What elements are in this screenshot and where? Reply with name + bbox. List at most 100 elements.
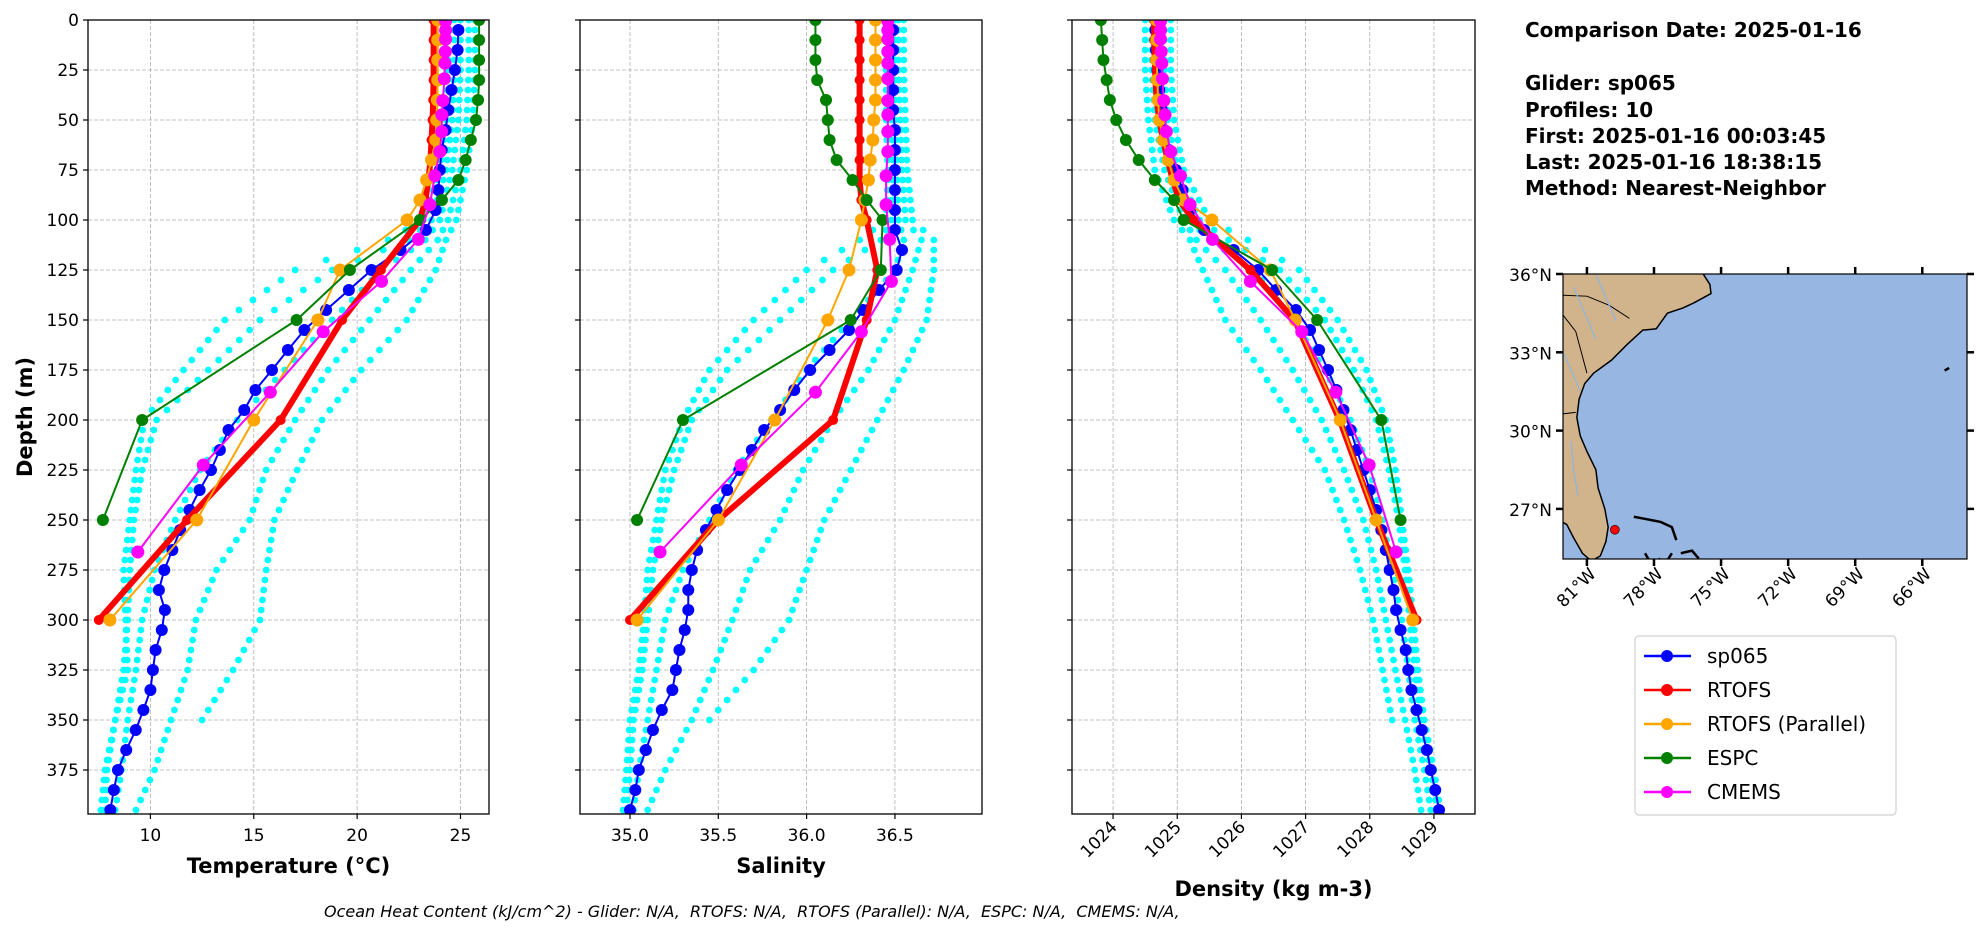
lon-tick-label: 72°W (1754, 564, 1801, 611)
glider-profile-point (1424, 786, 1431, 794)
glider-profile-point (135, 446, 143, 454)
series-point (1289, 304, 1302, 316)
glider-profile-point (899, 176, 907, 184)
series-point (182, 515, 193, 525)
series-point (653, 545, 667, 559)
glider-profile-point (901, 106, 909, 114)
glider-profile-point (141, 786, 149, 794)
glider-profile-point (1369, 616, 1377, 624)
glider-profile-point (717, 646, 725, 654)
glider-profile-point (1352, 496, 1360, 504)
series-point (1157, 94, 1171, 108)
glider-profile-point (808, 286, 816, 294)
glider-profile-point (915, 246, 922, 254)
glider-profile-point (1388, 716, 1396, 724)
glider-profile-point (318, 376, 325, 384)
series-point (830, 154, 843, 166)
glider-profile-point (171, 516, 179, 524)
glider-profile-point (1384, 696, 1392, 704)
series-point (890, 264, 903, 276)
glider-profile-point (385, 336, 392, 344)
glider-profile-point (123, 726, 130, 734)
glider-profile-point (688, 416, 696, 424)
glider-profile-point (1186, 226, 1194, 234)
glider-profile-point (459, 186, 466, 194)
glider-profile-point (895, 216, 902, 224)
glider-profile-point (654, 506, 662, 514)
glider-profile-point (1295, 266, 1303, 274)
glider-profile-point (1424, 736, 1432, 744)
x-tick-label: 36.0 (788, 826, 826, 846)
glider-profile-point (1168, 136, 1175, 144)
series-point (103, 613, 117, 627)
series-point (811, 74, 824, 86)
glider-profile-point (1367, 546, 1375, 554)
glider-profile-point (625, 776, 633, 784)
legend-marker (1661, 752, 1673, 764)
glider-profile-point (132, 506, 139, 514)
glider-profile-point (1162, 196, 1170, 204)
series-point (1183, 198, 1197, 212)
glider-profile-point (465, 36, 473, 44)
legend-item: CMEMS (1644, 780, 1781, 804)
series-point (136, 414, 149, 426)
glider-profile-point (223, 676, 231, 684)
glider-profile-point (1169, 106, 1177, 114)
series-point (854, 155, 865, 165)
glider-profile-point (1318, 296, 1326, 304)
glider-profile-point (146, 776, 154, 784)
glider-profile-point (797, 296, 805, 304)
glider-profile-point (930, 236, 938, 244)
glider-profile-point (1412, 646, 1420, 654)
series-point (146, 664, 159, 676)
glider-profile-point (184, 666, 192, 674)
glider-profile-point (795, 476, 802, 484)
glider-profile-point (1411, 766, 1419, 774)
series-point (1243, 274, 1257, 288)
glider-profile-point (1229, 276, 1236, 284)
series-point (1148, 174, 1161, 186)
series-point (158, 604, 171, 616)
series-point (879, 198, 893, 212)
x-tick-label: 20 (346, 826, 368, 846)
series-point (629, 784, 642, 796)
glider-profile-point (1285, 276, 1293, 284)
series-point (137, 704, 150, 716)
glider-profile-point (449, 196, 457, 204)
series-point (828, 415, 839, 425)
glider-profile-point (856, 236, 863, 244)
glider-profile-point (376, 346, 383, 354)
series-point (721, 484, 734, 496)
glider-profile-point (314, 276, 322, 284)
glider-profile-point (1282, 356, 1290, 364)
glider-profile-point (1178, 156, 1186, 164)
series-point (1389, 545, 1403, 559)
glider-profile-point (124, 716, 132, 724)
glider-profile-point (235, 306, 243, 314)
glider-profile-point (211, 696, 218, 704)
island (1643, 552, 1650, 559)
glider-profile-point (129, 686, 137, 694)
glider-profile-point (1172, 126, 1180, 134)
axes-frame (579, 19, 983, 815)
series-point (438, 56, 452, 70)
glider-profile-point (366, 356, 374, 364)
series-point (1329, 385, 1343, 399)
glider-profile-point (1340, 326, 1347, 334)
series-point (1245, 265, 1256, 275)
glider-profile-point (1418, 756, 1426, 764)
glider-profile-point (843, 396, 851, 404)
glider-profile-point (122, 636, 130, 644)
legend-item: sp065 (1644, 644, 1768, 668)
glider-profile-point (1366, 606, 1374, 614)
series-point (881, 45, 895, 59)
glider-profile-point (750, 666, 758, 674)
glider-profile-point (120, 566, 127, 574)
glider-profile-point (928, 276, 936, 284)
glider-profile-point (895, 20, 902, 24)
y-tick-label: 75 (57, 161, 79, 181)
legend-item: RTOFS (Parallel) (1644, 712, 1866, 736)
glider-profile-point (129, 526, 137, 534)
glider-profile-point (284, 486, 292, 494)
glider-profile-point (895, 76, 903, 84)
